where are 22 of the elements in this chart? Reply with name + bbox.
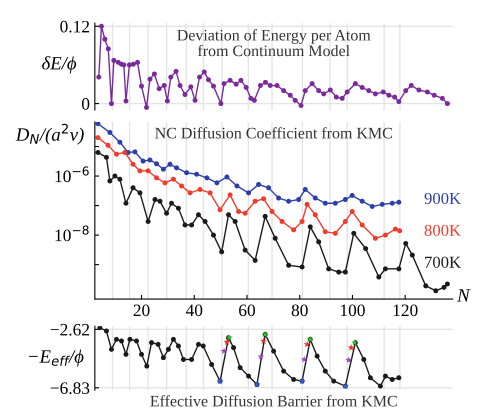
y-axis-title: −E$_{eff}$/ϕ xyxy=(29,350,84,367)
text: Effective Diffusion Barrier from KMC xyxy=(150,395,397,407)
text: Deviation of Energy per Atom from Continuum Model xyxy=(177,29,370,56)
y-axis-title: δE/ϕ xyxy=(42,56,76,74)
y-tick-label: −6.83 xyxy=(50,382,90,394)
x-tick-label: 100 xyxy=(340,304,365,316)
y-axis-title: D$_{N}$/(a$^{2}$ν) xyxy=(16,124,84,145)
y-tick-label: 0.12 xyxy=(60,20,90,33)
x-tick-label: 80 xyxy=(292,304,308,316)
y-tick-label: 0 xyxy=(82,98,90,110)
x-tick-label: 60 xyxy=(239,304,256,316)
series-label: 900K xyxy=(424,192,461,204)
x-tick-label: 120 xyxy=(394,304,418,316)
x-axis-title: N xyxy=(457,289,471,302)
y-tick-label: −2.62 xyxy=(50,324,90,336)
series-label: 800K xyxy=(424,224,461,236)
y-tick-label: 10$^{−8}$ xyxy=(56,225,89,242)
x-tick-label: 20 xyxy=(134,304,150,316)
x-tick-label: 40 xyxy=(186,304,202,316)
series-label: 700K xyxy=(425,256,461,268)
y-tick-label: 10$^{−6}$ xyxy=(56,166,89,182)
chart-title: NC Diffusion Coefficient from KMC xyxy=(155,127,392,139)
